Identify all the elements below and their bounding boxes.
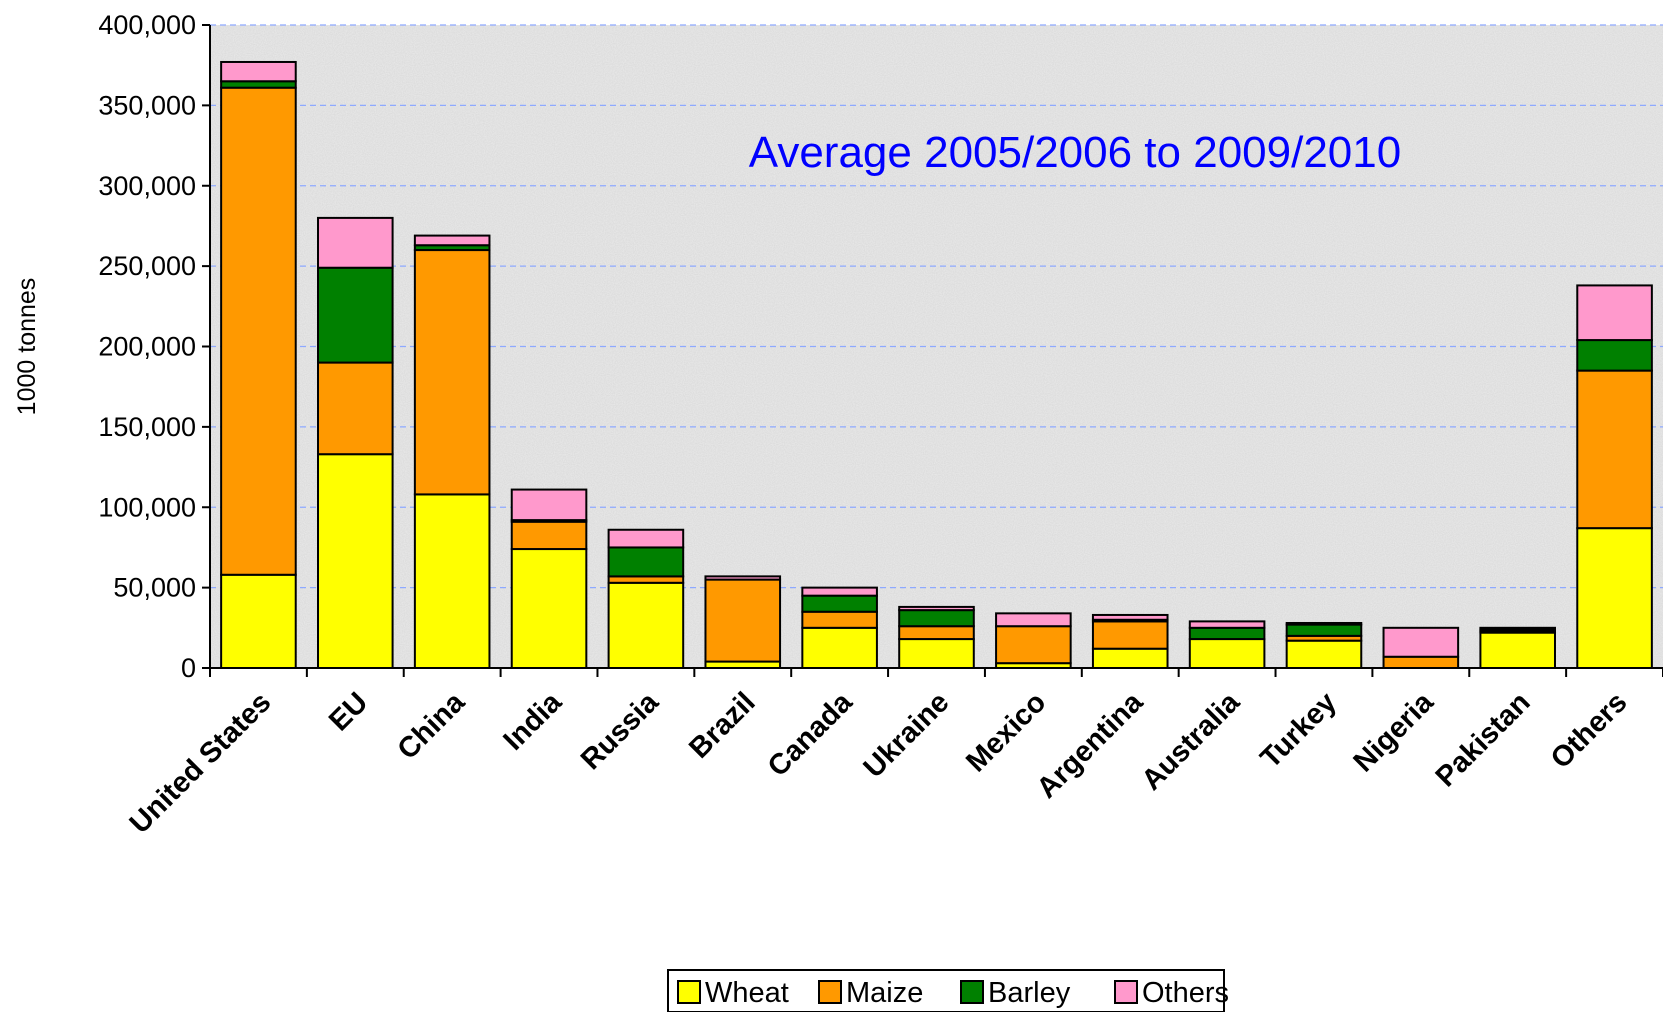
bar-segment-maize-eu xyxy=(317,361,394,456)
bar-segment-others-australia xyxy=(1188,620,1266,629)
bar-segment-wheat-turkey xyxy=(1285,639,1363,669)
legend-swatch-others xyxy=(1114,980,1138,1004)
bar-segment-barley-others xyxy=(1576,339,1653,372)
legend-label-others: Others xyxy=(1142,977,1229,1009)
bar-segment-others-eu xyxy=(317,216,394,269)
x-tick-label: Turkey xyxy=(1255,686,1343,774)
chart-annotation: Average 2005/2006 to 2009/2010 xyxy=(749,128,1401,177)
bar-segment-wheat-eu xyxy=(317,453,394,670)
x-tick-label: China xyxy=(392,686,472,766)
bar-segment-others-india xyxy=(510,488,588,522)
legend-swatch-barley xyxy=(960,980,984,1004)
bar-segment-maize-nigeria xyxy=(1382,655,1460,669)
bar-segment-maize-ukraine xyxy=(898,625,975,641)
x-tick-label: Ukraine xyxy=(858,686,956,784)
bar-segment-barley-turkey xyxy=(1285,623,1363,637)
bar-segment-maize-others xyxy=(1576,369,1653,530)
bar-segment-wheat-india xyxy=(510,548,588,669)
x-tick-label: Others xyxy=(1545,686,1634,775)
bar-segment-wheat-russia xyxy=(607,581,685,669)
bar-segment-barley-ukraine xyxy=(898,609,975,628)
bar-segment-wheat-china xyxy=(413,493,491,670)
x-tick-label: Russia xyxy=(575,686,665,776)
bar-segment-others-pakistan xyxy=(1479,626,1556,631)
x-tick-label: Argentina xyxy=(1031,686,1150,805)
x-tick-label: Brazil xyxy=(683,686,761,764)
bar-segment-others-mexico xyxy=(995,612,1072,628)
bar-segment-wheat-argentina xyxy=(1091,647,1169,670)
bars xyxy=(220,60,1653,670)
bar-segment-maize-china xyxy=(413,249,491,496)
bar-segment-others-russia xyxy=(607,528,685,549)
bar-segment-others-brazil xyxy=(704,575,782,581)
legend-swatch-wheat xyxy=(677,980,701,1004)
y-tick-label: 250,000 xyxy=(98,251,196,281)
bar-segment-wheat-ukraine xyxy=(898,638,975,670)
legend-label-wheat: Wheat xyxy=(705,977,789,1009)
legend-label-barley: Barley xyxy=(988,977,1071,1009)
x-tick-label: Pakistan xyxy=(1430,686,1537,793)
bar-segment-wheat-united-states xyxy=(220,573,297,670)
y-tick-label: 400,000 xyxy=(98,10,196,40)
bar-segment-wheat-pakistan xyxy=(1479,631,1556,670)
bar-segment-others-others xyxy=(1576,284,1653,342)
x-tick-label: India xyxy=(498,686,569,757)
y-axis-title: 1000 tonnes xyxy=(13,278,41,416)
bar-segment-maize-argentina xyxy=(1091,620,1169,650)
legend: Wheat Maize Barley Others xyxy=(667,969,1229,1012)
x-tick-label: EU xyxy=(323,686,374,737)
bar-segment-barley-australia xyxy=(1188,626,1266,641)
bar-segment-others-china xyxy=(413,234,491,247)
y-tick-label: 350,000 xyxy=(98,90,196,120)
bar-segment-maize-india xyxy=(510,520,588,551)
bar-segment-barley-canada xyxy=(801,594,878,613)
bar-segment-maize-united-states xyxy=(220,86,297,576)
y-tick-label: 0 xyxy=(181,653,196,683)
legend-swatch-maize xyxy=(818,980,842,1004)
x-tick-label: United States xyxy=(124,686,278,840)
x-tick-label: Nigeria xyxy=(1348,686,1441,779)
y-tick-label: 100,000 xyxy=(98,492,196,522)
x-tick-label: Canada xyxy=(762,686,859,783)
y-tick-label: 200,000 xyxy=(98,332,196,362)
bar-segment-wheat-australia xyxy=(1188,638,1266,670)
bar-segment-barley-eu xyxy=(317,266,394,364)
bar-segment-others-canada xyxy=(801,586,878,597)
bar-segment-wheat-canada xyxy=(801,626,878,669)
bar-segment-maize-brazil xyxy=(704,578,782,663)
y-tick-label: 150,000 xyxy=(98,412,196,442)
bar-segment-others-argentina xyxy=(1091,613,1169,621)
bar-segment-maize-canada xyxy=(801,610,878,629)
bar-segment-others-nigeria xyxy=(1382,626,1460,658)
x-tick-label: Mexico xyxy=(960,686,1052,778)
y-tick-label: 300,000 xyxy=(98,171,196,201)
y-tick-label: 50,000 xyxy=(113,573,196,603)
bar-segment-others-turkey xyxy=(1285,621,1363,626)
bar-segment-others-ukraine xyxy=(898,605,975,612)
bar-segment-wheat-others xyxy=(1576,527,1653,670)
legend-label-maize: Maize xyxy=(846,977,923,1009)
bar-segment-maize-mexico xyxy=(995,625,1072,665)
x-tick-label: Australia xyxy=(1136,686,1247,797)
bar-segment-barley-russia xyxy=(607,546,685,578)
bar-segment-others-united-states xyxy=(220,60,297,83)
